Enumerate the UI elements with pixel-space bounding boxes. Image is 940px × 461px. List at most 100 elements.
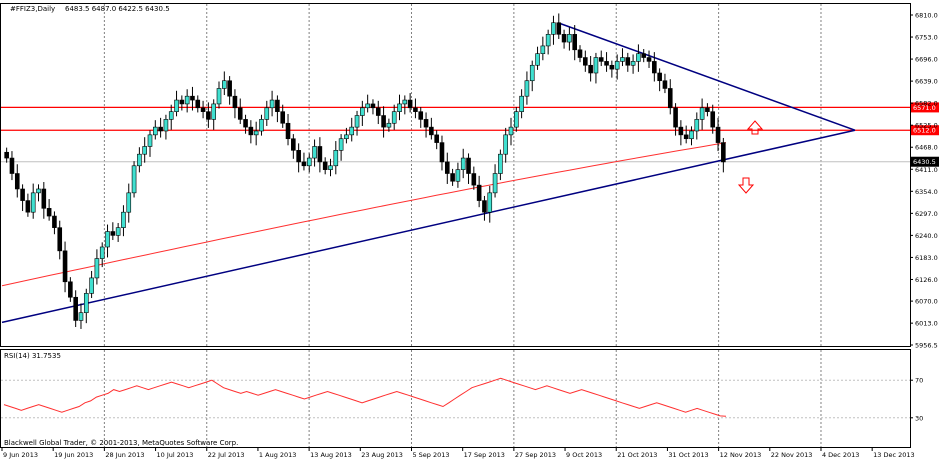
time-tick-label: 9 Jun 2013 (3, 451, 38, 459)
candle-body (222, 80, 227, 89)
vertical-grid (1, 4, 910, 447)
candle-body (466, 157, 471, 174)
price-tick-label: 6297.0 (915, 210, 938, 218)
candle-body (609, 64, 615, 70)
candle-body (556, 22, 562, 35)
candle-body (508, 126, 514, 136)
candle-body (583, 57, 588, 66)
candle-body (540, 45, 546, 54)
candle-body (317, 146, 323, 163)
candle-body (62, 250, 68, 283)
candle-body (25, 200, 31, 213)
price-tick-label: 6183.0 (915, 254, 938, 262)
candle-body (439, 142, 445, 163)
candle-body (110, 231, 116, 236)
candle-body (259, 119, 264, 132)
price-tick-label: 6070.0 (915, 298, 938, 306)
current-price-label: 6430.5 (913, 158, 936, 166)
candle-body (174, 99, 179, 112)
candle-body (678, 126, 684, 136)
candle-body (413, 107, 418, 112)
candle-body (68, 281, 73, 298)
candle-body (498, 153, 503, 174)
candle-body (715, 126, 721, 143)
candle-body (604, 61, 609, 66)
time-tick-label: 22 Jul 2013 (208, 451, 245, 459)
candle-body (381, 115, 386, 128)
candle-body (561, 34, 567, 43)
current-price-badge (911, 156, 939, 167)
rsi-tick-label: 30 (915, 414, 923, 422)
candle-body (78, 312, 84, 321)
rsi-series: 70 30 (1, 377, 923, 422)
candle-body (131, 165, 137, 194)
candle-body (158, 126, 163, 132)
candle-body (476, 184, 482, 201)
candle-body (227, 80, 232, 97)
candle-body (471, 173, 477, 186)
candle-body (253, 130, 259, 136)
candle-body (269, 99, 275, 109)
candle-body (673, 107, 678, 128)
candle-body (36, 188, 41, 194)
candle-body (126, 192, 132, 213)
candle-body (306, 157, 312, 167)
time-tick-label: 12 Nov 2013 (720, 451, 762, 459)
candle-body (200, 107, 206, 112)
candle-body (450, 173, 455, 182)
candle-body (545, 34, 551, 47)
candle-body (344, 134, 349, 140)
price-tick-label: 6696.0 (915, 56, 938, 64)
candle-body (312, 146, 317, 159)
main-panel (0, 3, 911, 347)
candle-body (593, 57, 599, 74)
price-tick-label: 6240.0 (915, 232, 938, 240)
price-tick-label: 5956.5 (915, 342, 938, 350)
time-tick-label: 5 Sep 2013 (412, 451, 449, 459)
time-tick-label: 21 Oct 2013 (617, 451, 657, 459)
candle-body (397, 103, 402, 112)
time-tick-label: 9 Oct 2013 (566, 451, 602, 459)
candle-body (99, 246, 105, 259)
time-tick-label: 17 Sep 2013 (464, 451, 505, 459)
candle-body (519, 95, 524, 112)
candle-body (184, 95, 190, 105)
rsi-title: RSI(14) 31.7535 (4, 352, 61, 360)
time-tick-label: 19 Jun 2013 (54, 451, 93, 459)
candle-body (662, 80, 668, 89)
ohlc-values: 6483.5 6487.0 6422.5 6430.5 (65, 5, 170, 13)
up-arrow-icon (746, 120, 764, 135)
candle-body (105, 231, 110, 248)
candle-body (121, 211, 126, 228)
candles (4, 13, 726, 329)
candle-body (402, 99, 408, 105)
candle-body (551, 22, 556, 35)
candle-body (333, 150, 339, 167)
candle-body (636, 53, 641, 62)
price-tick-label: 6525.0 (915, 122, 938, 130)
candle-body (492, 173, 498, 194)
candle-body (195, 99, 201, 109)
rsi-tick-label: 70 (915, 377, 923, 385)
candle-body (625, 57, 631, 66)
price-tick-label: 6639.0 (915, 78, 938, 86)
candle-body (572, 34, 577, 51)
candle-body (280, 111, 286, 124)
price-tick-label: 6013.0 (915, 320, 938, 328)
candle-body (153, 126, 158, 136)
ma-line (1, 142, 727, 287)
candle-body (322, 161, 328, 170)
time-tick-label: 22 Nov 2013 (771, 451, 813, 459)
candle-body (588, 64, 593, 74)
candle-body (641, 53, 647, 58)
candle-body (721, 142, 726, 163)
candle-body (567, 34, 572, 43)
time-tick-label: 23 Aug 2013 (361, 451, 403, 459)
candle-body (360, 107, 365, 116)
candle-body (524, 80, 530, 97)
candle-body (52, 215, 57, 228)
candle-body (147, 134, 153, 147)
candle-body (94, 258, 100, 279)
candle-body (264, 107, 270, 120)
candle-body (216, 88, 222, 105)
